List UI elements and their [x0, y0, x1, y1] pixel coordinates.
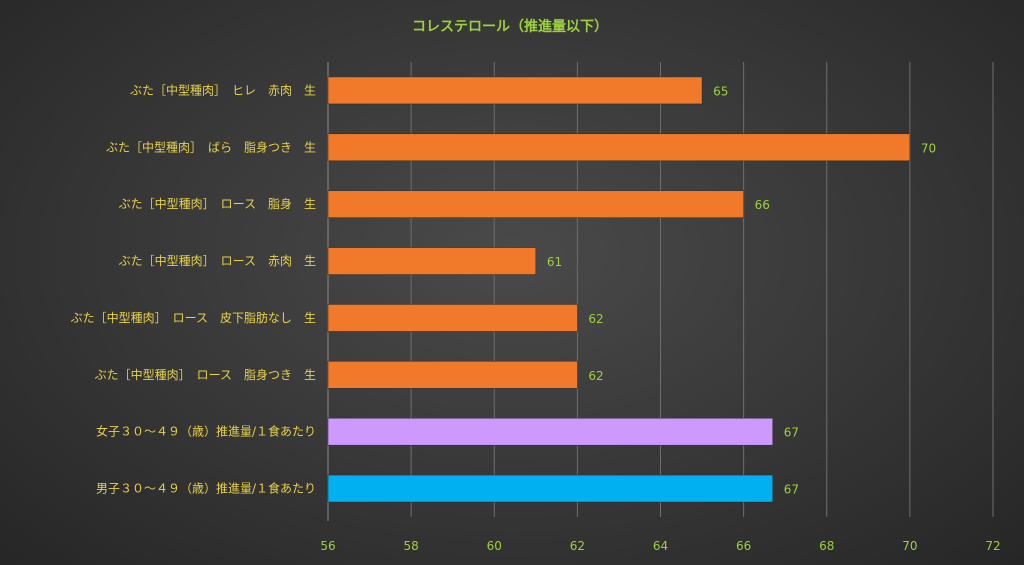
x-tick-label: 68 — [819, 539, 834, 553]
x-tick-label: 60 — [487, 539, 502, 553]
bar — [327, 190, 744, 218]
x-axis-ticks: 56 58 60 62 64 66 68 70 72 — [320, 539, 1000, 553]
bar — [327, 361, 578, 389]
x-tick-label: 66 — [736, 539, 751, 553]
x-tick-label: 70 — [902, 539, 917, 553]
bar — [327, 133, 911, 162]
bar — [327, 247, 537, 275]
data-label: 61 — [547, 255, 562, 269]
x-tick-label: 72 — [985, 539, 1000, 553]
category-label: ぶた［中型種肉］ ロース 皮下脂肪なし 生 — [71, 310, 316, 325]
gridlines — [327, 62, 994, 521]
x-tick-label: 64 — [653, 539, 668, 553]
data-label: 67 — [784, 426, 799, 440]
bar — [327, 417, 773, 446]
category-label: 女子３０～４９（歳）推進量/１食あたり — [96, 424, 316, 439]
data-label: 62 — [588, 369, 603, 383]
category-label: ぶた［中型種肉］ ばら 脂身つき 生 — [106, 139, 316, 154]
category-label: ぶた［中型種肉］ ロース 脂身 生 — [119, 196, 316, 211]
data-labels: 65 70 66 61 62 62 67 67 — [547, 84, 936, 496]
data-label: 67 — [784, 483, 799, 497]
chart-title: コレステロール（推進量以下） — [412, 18, 608, 35]
x-tick-label: 58 — [403, 539, 418, 553]
category-label: ぶた［中型種肉］ ロース 脂身つき 生 — [95, 367, 316, 382]
bar — [327, 474, 773, 503]
data-label: 70 — [921, 141, 936, 155]
x-tick-label: 62 — [570, 539, 585, 553]
category-label: ぶた［中型種肉］ ヒレ 赤肉 生 — [130, 82, 316, 97]
bar — [327, 76, 703, 105]
data-label: 65 — [713, 84, 728, 98]
category-labels: ぶた［中型種肉］ ヒレ 赤肉 生ぶた［中型種肉］ ばら 脂身つき 生ぶた［中型種… — [71, 82, 316, 495]
x-tick-label: 56 — [320, 539, 335, 553]
bars — [327, 76, 911, 503]
category-label: 男子３０～４９（歳）推進量/１食あたり — [96, 481, 316, 496]
data-label: 62 — [588, 312, 603, 326]
data-label: 66 — [755, 198, 770, 212]
category-label: ぶた［中型種肉］ ロース 赤肉 生 — [119, 253, 316, 268]
bar — [327, 304, 578, 332]
